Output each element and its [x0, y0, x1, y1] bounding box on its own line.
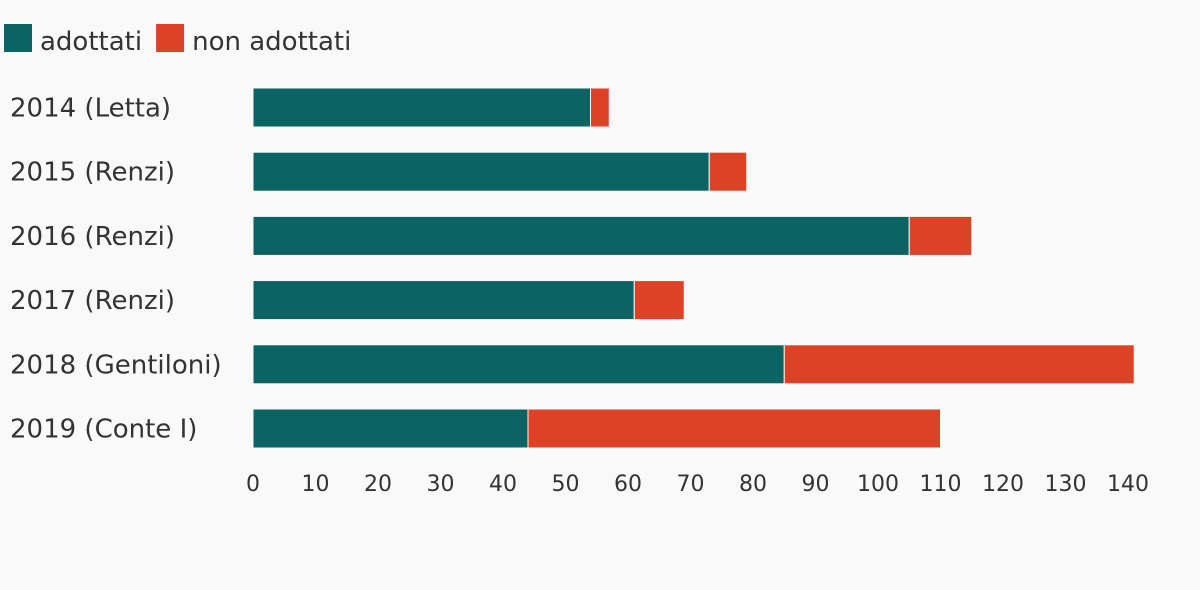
bars [252, 87, 1135, 449]
x-tick-label-4: 40 [489, 472, 517, 497]
x-tick-label-9: 90 [802, 472, 830, 497]
bar-5-0 [252, 408, 529, 449]
bar-3-1 [633, 280, 685, 321]
x-tick-label-14: 140 [1107, 472, 1149, 497]
x-tick-label-1: 10 [302, 472, 330, 497]
category-label-4: 2018 (Gentiloni) [10, 350, 222, 380]
bar-1-0 [252, 151, 710, 192]
bar-0-1 [590, 87, 610, 128]
category-label-0: 2014 (Letta) [10, 94, 171, 124]
category-label-5: 2019 (Conte I) [10, 415, 197, 445]
category-labels: 2014 (Letta) 2015 (Renzi) 2016 (Renzi) 2017… [10, 94, 222, 445]
x-tick-label-13: 130 [1045, 472, 1087, 497]
legend-swatch-1 [156, 24, 185, 52]
x-tick-label-0: 0 [246, 472, 260, 497]
legend: adottati non adottati [4, 24, 351, 57]
x-tick-label-11: 110 [920, 472, 962, 497]
category-label-3: 2017 (Renzi) [10, 286, 175, 316]
bar-4-0 [252, 344, 785, 385]
x-tick-label-5: 50 [552, 472, 580, 497]
legend-label-0: adottati [40, 27, 142, 57]
x-tick-label-12: 120 [982, 472, 1024, 497]
category-label-1: 2015 (Renzi) [10, 158, 175, 188]
bar-5-1 [527, 408, 941, 449]
x-tick-label-7: 70 [677, 472, 705, 497]
bar-2-1 [908, 215, 973, 256]
x-axis: 0 10 20 30 40 50 60 70 80 90 100 110 120 130 140 [246, 472, 1149, 497]
x-tick-label-3: 30 [427, 472, 455, 497]
bar-4-1 [783, 344, 1135, 385]
x-tick-label-8: 80 [739, 472, 767, 497]
x-tick-label-2: 20 [364, 472, 392, 497]
bar-2-0 [252, 215, 910, 256]
legend-swatch-0 [4, 24, 32, 52]
bar-1-1 [708, 151, 748, 192]
bar-0-0 [252, 87, 591, 128]
x-tick-label-6: 60 [614, 472, 642, 497]
x-tick-label-10: 100 [857, 472, 899, 497]
legend-label-1: non adottati [192, 27, 351, 57]
category-label-2: 2016 (Renzi) [10, 222, 175, 252]
bar-3-0 [252, 280, 635, 321]
